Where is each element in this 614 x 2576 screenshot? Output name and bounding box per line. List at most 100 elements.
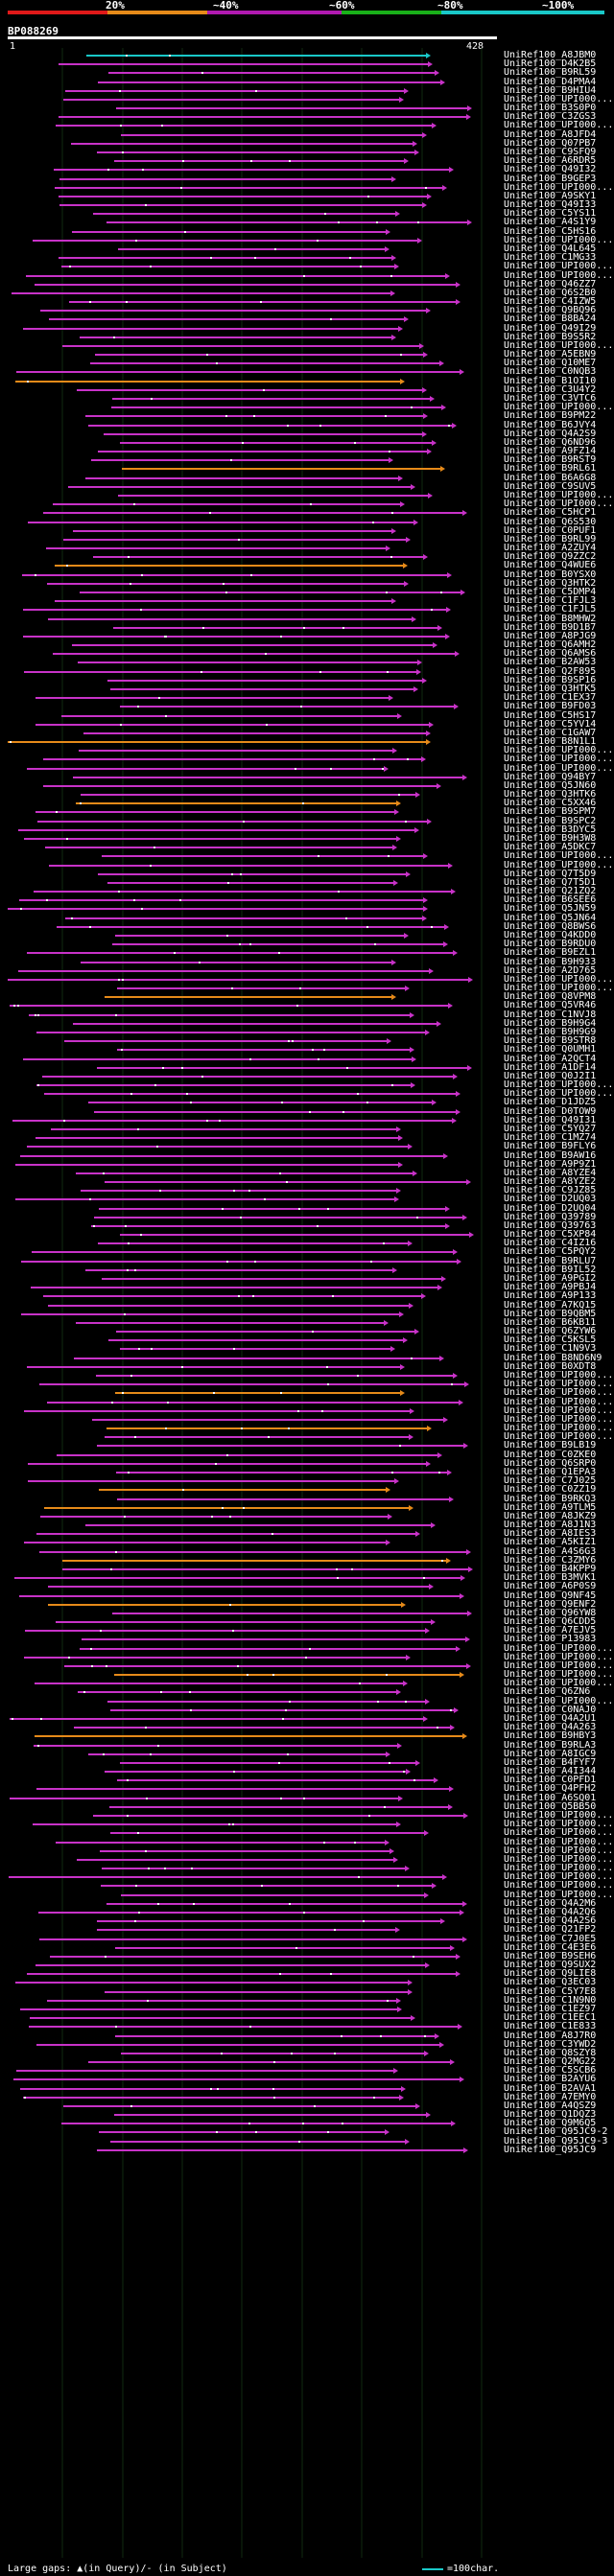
hit-label[interactable]: UniRef100_A9P9Z1 [504,1159,597,1170]
hit-row[interactable] [27,766,389,772]
hit-row[interactable] [35,1733,467,1739]
hit-row[interactable] [35,1962,430,1968]
hit-label[interactable]: UniRef100_A8IES3 [504,1528,597,1539]
hit-row[interactable] [59,114,471,120]
hit-label[interactable]: UniRef100_A4S6G3 [504,1546,597,1557]
hit-label[interactable]: UniRef100_B9RDU0 [504,939,597,949]
hit-row[interactable] [120,704,459,709]
hit-label[interactable]: UniRef100_B9EZL1 [504,947,597,958]
hit-row[interactable] [110,1830,429,1836]
hit-label[interactable]: UniRef100_Q95JC9-3 [504,2136,608,2147]
hit-label[interactable]: UniRef100_B2AYU6 [504,2074,597,2084]
hit-label[interactable]: UniRef100_UPI000... [504,182,614,193]
hit-row[interactable] [49,863,453,869]
hit-label[interactable]: UniRef100_B6A6G8 [504,473,597,483]
hit-label[interactable]: UniRef100_B9HIU4 [504,85,597,96]
hit-label[interactable]: UniRef100_A7KQ15 [504,1300,597,1311]
hit-label[interactable]: UniRef100_UPI000... [504,1387,614,1398]
hit-label[interactable]: UniRef100_Q0J2I1 [504,1071,597,1081]
hit-label[interactable]: UniRef100_Q4L645 [504,244,597,254]
hit-label[interactable]: UniRef100_A9TLM5 [504,1502,597,1513]
hit-label[interactable]: UniRef100_UPI000... [504,120,614,130]
hit-row[interactable] [48,616,416,622]
hit-row[interactable] [47,581,409,587]
hit-row[interactable] [61,2121,456,2126]
hit-row[interactable] [115,933,409,939]
hit-label[interactable]: UniRef100_UPI000... [504,850,614,861]
hit-label[interactable]: UniRef100_Q10ME7 [504,358,597,368]
hit-label[interactable]: UniRef100_A5DKC7 [504,842,597,852]
hit-row[interactable] [55,185,447,191]
hit-row[interactable] [114,158,409,164]
hit-row[interactable] [18,968,434,974]
hit-label[interactable]: UniRef100_Q9SUX2 [504,1960,597,1970]
hit-label[interactable]: UniRef100_B4KPP9 [504,1564,597,1574]
hit-label[interactable]: UniRef100_C5YV14 [504,719,597,730]
hit-label[interactable]: UniRef100_Q9NF45 [504,1590,597,1601]
hit-row[interactable] [115,1390,405,1396]
hit-row[interactable] [28,1478,399,1484]
hit-label[interactable]: UniRef100_UPI000... [504,270,614,281]
hit-label[interactable]: UniRef100_B9FLY6 [504,1141,597,1151]
hit-label[interactable]: UniRef100_UPI000... [504,1837,614,1847]
hit-row[interactable] [120,1346,395,1352]
hit-row[interactable] [55,563,408,569]
hit-row[interactable] [21,1311,404,1317]
hit-row[interactable] [98,80,445,85]
hit-row[interactable] [102,1276,446,1282]
hit-row[interactable] [112,1611,472,1616]
hit-label[interactable]: UniRef100_C4IZW5 [504,296,597,307]
hit-label[interactable]: UniRef100_B9RLU7 [504,1256,597,1266]
hit-label[interactable]: UniRef100_A7EMY0 [504,2092,597,2102]
hit-label[interactable]: UniRef100_B9H9G9 [504,1027,597,1037]
hit-label[interactable]: UniRef100_A9SKY1 [504,191,597,201]
hit-label[interactable]: UniRef100_B9S5R2 [504,332,597,342]
hit-row[interactable] [21,1259,461,1265]
hit-row[interactable] [43,510,467,516]
hit-row[interactable] [36,1531,420,1537]
hit-row[interactable] [31,1285,442,1290]
hit-row[interactable] [59,194,432,199]
hit-label[interactable]: UniRef100_B6JVY4 [504,420,597,430]
hit-row[interactable] [20,2007,402,2012]
hit-label[interactable]: UniRef100_B0YSX0 [504,569,597,580]
hit-label[interactable]: UniRef100_C1EZ97 [504,2004,597,2014]
hit-label[interactable]: UniRef100_A8IGC9 [504,1749,597,1759]
hit-label[interactable]: UniRef100_A9FZ14 [504,446,597,456]
hit-label[interactable]: UniRef100_UPI000... [504,1088,614,1099]
hit-label[interactable]: UniRef100_B9RKQ3 [504,1494,597,1504]
hit-label[interactable]: UniRef100_C7J025 [504,1475,597,1486]
hit-row[interactable] [99,1206,450,1212]
hit-row[interactable] [108,1337,408,1343]
hit-row[interactable] [78,1689,401,1695]
hit-label[interactable]: UniRef100_B3DYC5 [504,824,597,835]
hit-label[interactable]: UniRef100_C7J0E5 [504,1934,597,1944]
hit-row[interactable] [29,1012,414,1018]
hit-label[interactable]: UniRef100_B9HBY3 [504,1730,597,1741]
hit-label[interactable]: UniRef100_B8N1L1 [504,736,597,747]
hit-row[interactable] [112,396,435,402]
hit-row[interactable] [80,590,465,595]
hit-row[interactable] [15,1162,403,1168]
hit-row[interactable] [117,1047,414,1053]
hit-label[interactable]: UniRef100_UPI000... [504,490,614,500]
hit-label[interactable]: UniRef100_C0PUF1 [504,525,597,536]
hit-label[interactable]: UniRef100_A1DF14 [504,1062,597,1073]
hit-label[interactable]: UniRef100_Q49I32 [504,164,597,174]
hit-label[interactable]: UniRef100_A4I344 [504,1766,597,1776]
hit-row[interactable] [27,1971,460,1977]
hit-label[interactable]: UniRef100_A8J1N3 [504,1520,597,1530]
hit-row[interactable] [94,1215,467,1220]
hit-row[interactable] [33,238,422,244]
hit-label[interactable]: UniRef100_C0NAJ0 [504,1705,597,1715]
hit-row[interactable] [99,1487,390,1493]
hit-label[interactable]: UniRef100_Q49I33 [504,199,597,210]
hit-row[interactable] [110,686,418,692]
hit-row[interactable] [81,960,396,965]
hit-row[interactable] [72,642,437,648]
hit-row[interactable] [22,572,452,578]
hit-label[interactable]: UniRef100_Q9ENF2 [504,1599,597,1610]
hit-label[interactable]: UniRef100_Q39789 [504,1212,597,1222]
hit-label[interactable]: UniRef100_A8JBM0 [504,50,597,60]
hit-row[interactable] [19,1593,464,1599]
